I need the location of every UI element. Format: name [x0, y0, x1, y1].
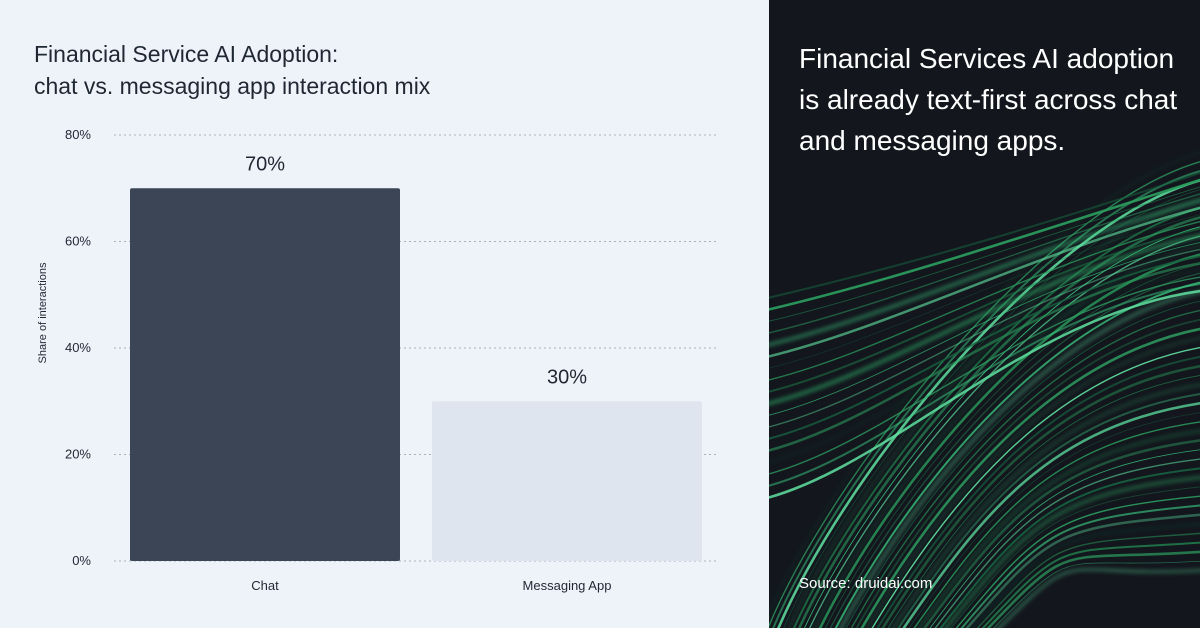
light-streak	[797, 216, 1200, 628]
light-streak	[923, 439, 1200, 628]
light-streak	[887, 375, 1200, 628]
light-streak	[908, 412, 1200, 628]
y-tick-label: 40%	[65, 340, 91, 355]
light-streak	[976, 532, 1200, 628]
headline-panel: Financial Services AI adoption is alread…	[769, 0, 1200, 628]
x-tick-label: Chat	[251, 578, 279, 593]
light-streak	[981, 541, 1200, 628]
light-streak	[769, 186, 1200, 322]
light-streak	[850, 309, 1200, 628]
light-streak	[955, 495, 1200, 628]
bar-value-label: 70%	[245, 153, 285, 175]
light-streak	[913, 421, 1200, 628]
light-streak	[993, 560, 1200, 628]
light-streak	[866, 338, 1200, 628]
y-tick-label: 60%	[65, 234, 91, 249]
light-streak	[839, 290, 1200, 628]
light-streak	[881, 364, 1200, 628]
source-credit: Source: druidai.com	[799, 575, 933, 592]
light-streak	[824, 263, 1200, 628]
light-streak	[950, 486, 1200, 628]
light-streak	[960, 504, 1200, 628]
light-streak	[971, 523, 1200, 628]
bar-value-label: 30%	[547, 366, 587, 388]
bar	[432, 401, 702, 561]
light-streak	[845, 300, 1200, 628]
y-axis-label: Share of interactions	[37, 262, 49, 363]
light-streak	[834, 281, 1200, 628]
light-streak	[918, 430, 1200, 628]
green-light-streaks-decoration	[769, 152, 1200, 628]
light-streak	[769, 276, 1200, 475]
light-streak	[860, 327, 1200, 628]
light-streak	[769, 199, 1200, 346]
light-streak	[769, 152, 1200, 615]
light-streak	[897, 393, 1200, 628]
chart-title-line-1: Financial Service AI Adoption:	[34, 41, 339, 67]
light-streak	[783, 189, 1200, 628]
chart-title: Financial Service AI Adoption: chat vs. …	[34, 38, 754, 102]
x-tick-label: Messaging App	[523, 578, 612, 593]
chart-title-line-2: chat vs. messaging app interaction mix	[34, 73, 431, 99]
light-streak	[892, 384, 1200, 628]
light-streak	[871, 347, 1200, 628]
light-streak	[998, 568, 1200, 628]
light-streak	[769, 171, 1200, 299]
light-streak	[809, 235, 1200, 628]
light-streak	[788, 198, 1200, 628]
light-streak	[986, 550, 1200, 628]
light-streak	[769, 178, 1200, 311]
light-streak	[769, 227, 1200, 393]
light-streak	[769, 193, 1200, 334]
light-streak	[769, 206, 1200, 358]
light-streak	[934, 458, 1200, 628]
light-streak	[769, 234, 1200, 405]
light-streak	[818, 253, 1200, 628]
bar-chart: 0% 20% 40% 60% 80% Share of interactions 70% Ch…	[37, 127, 718, 593]
light-streak	[769, 262, 1200, 452]
y-tick-label: 20%	[65, 447, 91, 462]
light-streak	[944, 476, 1200, 628]
y-tick-label: 80%	[65, 127, 91, 142]
chart-panel: Financial Service AI Adoption: chat vs. …	[0, 0, 769, 628]
light-streak	[855, 318, 1200, 628]
light-streak	[769, 214, 1200, 369]
light-streak	[813, 244, 1200, 628]
y-tick-label: 0%	[72, 553, 91, 568]
light-streak	[769, 242, 1200, 416]
light-streak	[769, 255, 1200, 440]
light-streak	[965, 513, 1200, 628]
light-streak	[769, 248, 1200, 428]
headline-text: Financial Services AI adoption is alread…	[799, 43, 1178, 156]
light-streak	[939, 467, 1200, 628]
light-streak	[772, 170, 1200, 628]
light-streak	[793, 207, 1200, 628]
light-streak	[929, 449, 1200, 628]
light-streak	[769, 289, 1200, 499]
light-streak	[902, 402, 1200, 628]
light-streak	[876, 356, 1200, 628]
light-streak	[829, 272, 1200, 628]
bar	[130, 188, 400, 561]
light-streak	[769, 220, 1200, 381]
light-streak	[769, 270, 1200, 463]
light-streak	[769, 161, 1200, 628]
light-streak	[769, 283, 1200, 487]
